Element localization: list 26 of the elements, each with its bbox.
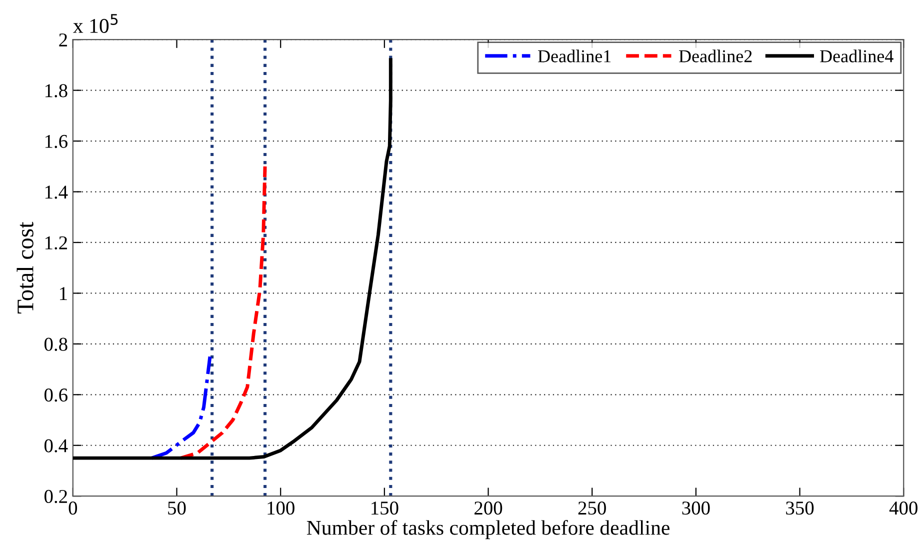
x-tick-label: 50 <box>168 502 186 515</box>
x-tick-label: 250 <box>578 502 606 515</box>
x-tick-label: 0 <box>68 502 78 515</box>
y-tick-label: 1.4 <box>45 186 68 199</box>
y-tick-label: 2 <box>59 33 67 46</box>
y-tick-label: 1 <box>60 287 67 300</box>
text: x 10$^{5}$ <box>73 14 118 33</box>
legend-label: Deadline1 <box>538 50 611 62</box>
x-tick-label: 400 <box>889 502 918 515</box>
line-series <box>72 58 392 460</box>
y-tick-label: 0.6 <box>44 388 68 402</box>
x-tick-label: 100 <box>268 502 294 515</box>
x-axis-title: Number of tasks completed before deadline <box>306 520 670 540</box>
y-axis-title: Total cost <box>16 222 34 314</box>
y-tick-label: 0.2 <box>44 490 67 504</box>
x-tick-label: 300 <box>682 502 710 515</box>
legend-label: Deadline4 <box>820 50 894 62</box>
y-tick-label: 1.6 <box>45 134 68 148</box>
y-tick-label: 1.8 <box>45 84 68 98</box>
y-tick-label: 0.8 <box>44 338 68 351</box>
x-tick-label: 200 <box>474 502 502 515</box>
x-tick-label: 150 <box>372 502 398 515</box>
legend-label: Deadline2 <box>679 50 752 62</box>
x-tick-label: 350 <box>786 502 814 515</box>
y-tick-label: 0.4 <box>44 439 68 452</box>
y-tick-label: 1.2 <box>45 236 67 250</box>
